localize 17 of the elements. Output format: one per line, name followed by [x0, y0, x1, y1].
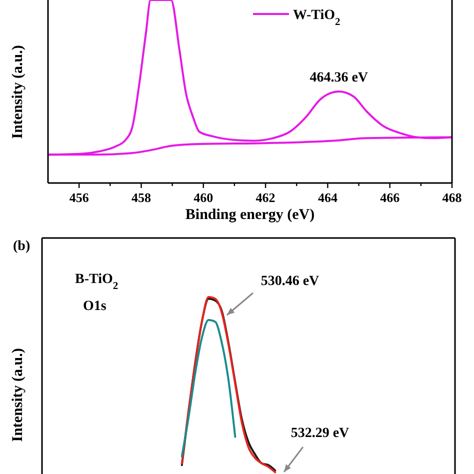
x-tick-label: 468: [442, 190, 462, 205]
legend-label: W-TiO$_{2}$: [293, 8, 340, 28]
text: 530.46 eV: [260, 274, 320, 289]
annotation: 464.36 eV: [310, 70, 368, 86]
x-tick-label: 460: [194, 190, 214, 205]
x-tick-label: 462: [256, 190, 276, 205]
y-axis-title: Intensity (a.u.): [10, 45, 26, 139]
annotation: O1s: [83, 299, 107, 314]
annotation: 532.29 eV: [290, 426, 350, 441]
x-axis-title: Binding energy (eV): [185, 207, 315, 223]
y-axis-title: Intensity (a.u.): [10, 348, 26, 442]
text: B-TiO$_{2}$: [75, 272, 118, 292]
x-tick-label: 458: [131, 190, 152, 205]
text: (b): [13, 239, 30, 254]
x-tick-label: 466: [380, 190, 400, 205]
x-tick-label: 464: [318, 190, 338, 205]
x-tick-label: 456: [69, 190, 90, 205]
